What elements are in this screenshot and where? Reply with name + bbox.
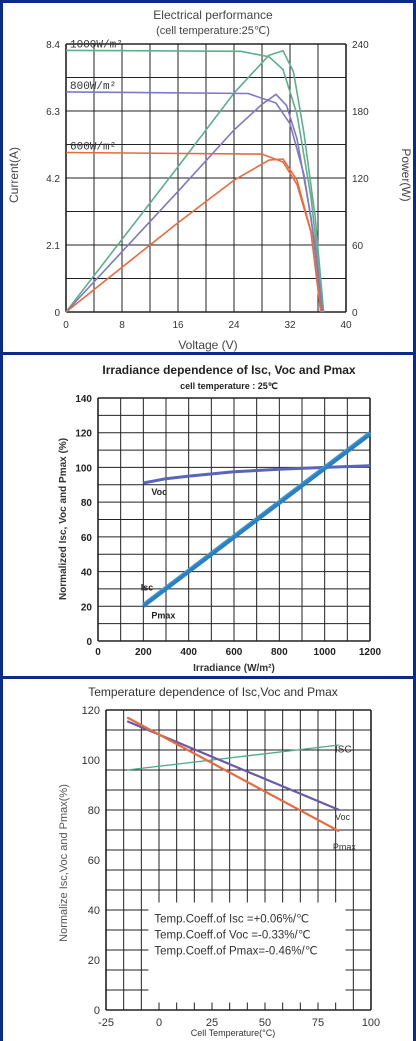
series-label: Pmax <box>333 842 357 852</box>
power-curve <box>65 93 323 313</box>
x-tick-label: 100 <box>362 1017 380 1029</box>
y2-tick-label: 240 <box>352 40 369 51</box>
annotation-line: Temp.Coeff.of Voc =-0.33%/℃ <box>154 930 310 942</box>
y-axis-label: Current(A) <box>7 147 21 203</box>
y-tick-label: 4.2 <box>46 174 60 185</box>
y-tick-label: 0 <box>94 1005 100 1017</box>
x-tick-label: 400 <box>180 647 197 658</box>
y-tick-label: 100 <box>75 463 92 474</box>
x-tick-label: 16 <box>172 320 184 331</box>
chart-grid <box>97 397 371 642</box>
x-tick-label: -25 <box>98 1017 114 1029</box>
series-label: 800W/m² <box>70 81 116 93</box>
y2-tick-label: 0 <box>352 308 358 319</box>
series-line <box>126 716 340 833</box>
temperature-dependence-chart: -25 0 25 50 75 100020406080100120ISCVocPmaxTe… <box>58 685 381 1038</box>
y-tick-label: 20 <box>81 602 93 613</box>
y-tick-label: 0 <box>54 308 60 319</box>
chart-title: Temperature dependence of Isc,Voc and Pm… <box>88 685 338 699</box>
x-axis-label: Voltage (V) <box>178 338 237 352</box>
y-tick-label: 40 <box>88 905 100 917</box>
irradiance-dependence-chart: 0 200 400 600 800 1000 1200 0 20 40 60 80 100 120 140 V… <box>58 363 382 674</box>
chart-lines <box>126 716 340 833</box>
x-tick-label: 0 <box>156 1017 162 1029</box>
chart-title: Irradiance dependence of Isc, Voc and Pm… <box>102 363 356 377</box>
y-tick-label: 2.1 <box>46 241 60 252</box>
irradiance-dependence-panel: 0 200 400 600 800 1000 1200 0 20 40 60 80 100 120 140 V… <box>0 354 416 678</box>
power-curve <box>65 49 325 313</box>
series-label: ISC <box>335 745 352 756</box>
x-tick-label: 50 <box>259 1017 271 1029</box>
x-axis-label: Cell Temperature(°C) <box>191 1028 275 1038</box>
series-label: Voc <box>335 812 351 822</box>
electrical-performance-panel: 0 8 16 24 32 40 0 2.1 4.2 6.3 8.4 0 60 120 180 240 1000W… <box>0 0 416 354</box>
iv-curve <box>65 49 325 313</box>
y-tick-label: 140 <box>75 394 92 405</box>
y-tick-label: 8.4 <box>46 40 60 51</box>
x-tick-label: 1000 <box>314 647 337 658</box>
frame-top <box>0 0 416 3</box>
y-tick-label: 60 <box>88 855 100 867</box>
series-label: 600W/m² <box>70 141 116 153</box>
x-tick-label: 8 <box>119 320 125 331</box>
y-axis-label: Normalize Isc,Voc and Pmax(%) <box>58 784 70 942</box>
x-tick-label: 32 <box>284 320 296 331</box>
chart-lines <box>65 49 325 313</box>
x-tick-label: 25 <box>206 1017 218 1029</box>
x-axis-label: Irradiance (W/m²) <box>193 663 275 674</box>
annotation-line: Temp.Coeff.of Pmax=-0.46%/℃ <box>154 946 317 958</box>
y-tick-label: 0 <box>86 637 92 648</box>
chart-labels: 0 8 16 24 32 4002.14.26.38.40601201802401000W… <box>46 39 369 331</box>
chart-subtitle: cell temperature : 25℃ <box>180 381 278 391</box>
y-tick-label: 60 <box>81 533 93 544</box>
series-label: Voc <box>151 487 167 497</box>
y-axis-label: Normalized Isc, Voc and Pmax (%) <box>58 438 69 600</box>
x-tick-label: 24 <box>228 320 240 331</box>
x-tick-label: 40 <box>340 320 352 331</box>
chart-subtitle: (cell temperature:25℃) <box>156 25 270 37</box>
frame-divider-1 <box>0 352 416 355</box>
y-tick-label: 20 <box>88 955 100 967</box>
y-tick-label: 80 <box>88 805 100 817</box>
iv-curve <box>65 151 322 313</box>
series-line <box>142 433 372 608</box>
frame-left <box>0 0 3 1041</box>
frame-divider-2 <box>0 676 416 679</box>
frame-right <box>413 0 416 1041</box>
y2-tick-label: 120 <box>352 174 369 185</box>
x-tick-label: 1200 <box>359 647 382 658</box>
x-tick-label: 75 <box>312 1017 324 1029</box>
y2-axis-label: Power(W) <box>399 148 413 201</box>
x-tick-label: 0 <box>63 320 69 331</box>
chart-lines <box>142 431 372 608</box>
annotation-line: Temp.Coeff.of Isc =+0.06%/℃ <box>154 914 309 926</box>
y-tick-label: 40 <box>81 568 93 579</box>
x-tick-label: 0 <box>95 647 101 658</box>
power-curve <box>65 158 322 313</box>
y-tick-label: 6.3 <box>46 107 60 118</box>
annotation-box <box>148 902 346 1003</box>
series-label: Isc <box>141 583 154 593</box>
chart-labels: 0 200 400 600 800 1000 1200 0 20 40 60 80 100 120 140 V… <box>75 394 381 658</box>
y2-tick-label: 180 <box>352 107 369 118</box>
x-tick-label: 600 <box>226 647 243 658</box>
y-tick-label: 120 <box>82 705 100 717</box>
chart-grid <box>65 43 347 313</box>
series-label: 1000W/m² <box>70 39 123 51</box>
y2-tick-label: 60 <box>352 241 364 252</box>
chart-labels: -25 0 25 50 75 100020406080100120ISCVocPmaxTe… <box>82 705 381 1029</box>
series-line <box>127 744 340 771</box>
y-tick-label: 100 <box>82 755 100 767</box>
electrical-performance-chart: 0 8 16 24 32 4002.14.26.38.40601201802401000W… <box>7 8 413 352</box>
x-tick-label: 200 <box>135 647 152 658</box>
chart-title: Electrical performance <box>153 8 273 22</box>
x-tick-label: 800 <box>271 647 288 658</box>
series-label: Pmax <box>151 610 175 620</box>
y-tick-label: 120 <box>75 429 92 440</box>
temperature-dependence-panel: -25 0 25 50 75 100 0 20 40 60 80 100 120 ISC Voc Pmax Te… <box>0 678 416 1041</box>
y-tick-label: 80 <box>81 498 93 509</box>
